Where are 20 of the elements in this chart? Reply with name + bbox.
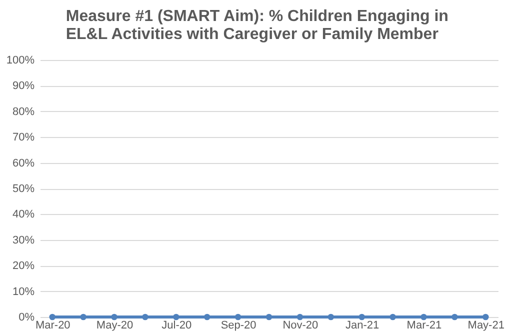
y-tick-label: 20% [12, 260, 35, 272]
x-tick-label: Mar-21 [406, 320, 442, 332]
x-tick-label: May-20 [96, 320, 134, 332]
y-tick-label: 70% [12, 132, 35, 144]
y-tick-label: 100% [6, 54, 35, 66]
y-tick-label: 60% [12, 157, 35, 170]
y-tick-label: 40% [12, 208, 35, 221]
x-tick-label: Mar-20 [35, 320, 70, 332]
x-tick-label: Nov-20 [282, 320, 318, 332]
y-tick-label: 0% [18, 312, 35, 324]
x-tick-label: Jul-20 [162, 320, 192, 332]
y-tick-label: 30% [12, 234, 35, 246]
x-tick-label: Jan-21 [346, 320, 380, 332]
chart-title: Measure #1 (SMART Aim): % Children Engaging in EL&L Activities with Caregiver or Family Member [66, 8, 448, 43]
y-tick-label: 10% [12, 286, 35, 298]
y-tick-label: 90% [12, 80, 35, 92]
y-tick-label: 80% [12, 106, 35, 118]
x-tick-label: May-21 [468, 320, 504, 332]
y-tick-label: 50% [12, 183, 35, 195]
x-tick-label: Sep-20 [220, 320, 256, 332]
